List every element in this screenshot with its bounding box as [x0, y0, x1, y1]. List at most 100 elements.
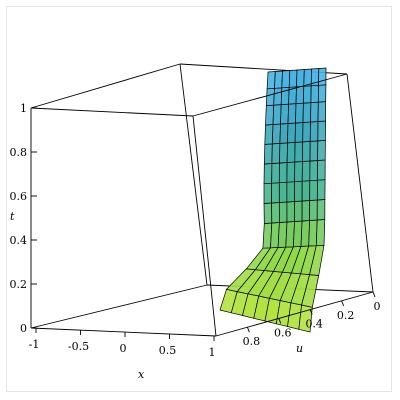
surface-patch — [266, 71, 276, 90]
u-tick-label: 0.4 — [305, 318, 323, 331]
u-tick — [309, 309, 313, 315]
box-edge — [30, 284, 208, 329]
surface-patch — [271, 182, 280, 204]
axis-ticks: 0 0.2 0.4 0.6 0.8 1 -1 -0.5 0 0.5 1 0.8 0.6 0.4 0.2 0 — [10, 102, 381, 359]
surface-patch — [317, 101, 327, 122]
box-front-edges — [30, 73, 374, 337]
surface-patch — [274, 70, 283, 89]
surface-patch — [278, 181, 288, 203]
surface-patch — [317, 120, 326, 142]
surface-patch — [263, 182, 273, 204]
surface-patch — [308, 219, 318, 247]
surface-patch — [294, 180, 303, 202]
surface-patch — [286, 161, 296, 183]
surface-patch — [263, 163, 273, 185]
surface-patch — [296, 69, 305, 88]
u-tick-label: 0.6 — [274, 326, 292, 339]
u-tick — [278, 318, 282, 324]
surface-patch — [278, 162, 288, 184]
box-edge — [192, 73, 348, 117]
surface-patch — [309, 121, 319, 142]
surface-patch — [317, 140, 326, 161]
box-edge — [346, 73, 374, 293]
box-edge — [192, 115, 217, 337]
t-axis-label: t — [10, 210, 15, 223]
x-tick-label: 1 — [209, 346, 216, 359]
surface-patch — [287, 122, 296, 144]
surface-patch — [265, 87, 275, 106]
surface-patch — [302, 141, 311, 162]
x-tick-label: -0.5 — [68, 340, 89, 353]
surface-patch — [287, 103, 297, 124]
u-axis-label: u — [296, 342, 303, 355]
u-tick-label: 0.2 — [337, 309, 355, 322]
surface-patch — [309, 179, 318, 201]
surface-patch — [303, 85, 312, 104]
surface-patch — [263, 143, 273, 165]
box-edge — [30, 327, 217, 337]
x-tick-label: -1 — [29, 338, 40, 351]
surface-patch — [294, 141, 304, 163]
u-tick — [341, 300, 345, 306]
t-tick-label: 0.4 — [10, 234, 28, 247]
x-tick-label: 0 — [120, 342, 127, 355]
surface-patch — [286, 201, 295, 223]
surface-patch — [315, 219, 326, 247]
box-edge — [30, 107, 194, 117]
box-edge — [215, 291, 374, 337]
surface-patch — [295, 85, 305, 104]
u-tick-label: 0.8 — [243, 335, 261, 348]
t-tick-label: 0.8 — [10, 146, 28, 159]
surface-patch — [301, 200, 311, 222]
surface-patch — [317, 159, 326, 181]
surface-patch — [318, 67, 327, 86]
surface-patch — [271, 143, 281, 164]
surface-patch — [265, 104, 275, 126]
x-axis-label: x — [138, 368, 145, 381]
surface-patch — [310, 84, 319, 103]
surface-patch — [286, 142, 296, 163]
plot-frame — [6, 6, 392, 392]
t-tick-label: 0.2 — [10, 278, 28, 291]
surface-patch — [309, 199, 318, 221]
surface-patch — [317, 84, 327, 103]
t-tick-label: 1 — [20, 102, 27, 115]
u-tick — [246, 327, 250, 333]
surface-patch — [281, 70, 291, 89]
x-tick-label: 0.5 — [159, 344, 177, 357]
surface-patch — [300, 220, 310, 247]
surface-patch — [286, 181, 295, 203]
surface-patch — [272, 104, 282, 125]
surface-patch — [294, 122, 304, 143]
box-edge — [179, 63, 208, 286]
surface-patch — [263, 202, 273, 224]
surface-patch — [285, 221, 295, 248]
surface-patch — [271, 123, 281, 145]
surface-patch — [301, 180, 311, 202]
surface-patch — [271, 202, 280, 224]
t-tick-label: 0.6 — [10, 190, 28, 203]
surface-patch — [278, 201, 288, 223]
surface-patch — [316, 199, 326, 221]
surface-patch — [302, 121, 311, 143]
surface-patch — [302, 102, 312, 123]
surface-patch — [295, 102, 304, 124]
surface-patch — [310, 101, 319, 123]
surface-patch — [279, 123, 289, 144]
box-edge — [30, 63, 181, 109]
surface-patch — [280, 103, 289, 125]
surface-patch — [301, 160, 311, 182]
t-tick-label: 0 — [20, 322, 27, 335]
surface-patch — [279, 142, 288, 164]
surface-patch — [264, 124, 274, 145]
surface-patch — [316, 179, 326, 201]
u-tick-label: 0 — [374, 300, 381, 313]
surface-patch — [294, 161, 303, 183]
surface-patch — [309, 140, 319, 162]
surface-patch — [288, 69, 298, 88]
surface-patch — [309, 160, 318, 182]
u-tick — [372, 291, 376, 298]
surface-patch — [294, 200, 303, 222]
surface-patch — [293, 220, 303, 248]
surface-patch — [271, 162, 280, 184]
